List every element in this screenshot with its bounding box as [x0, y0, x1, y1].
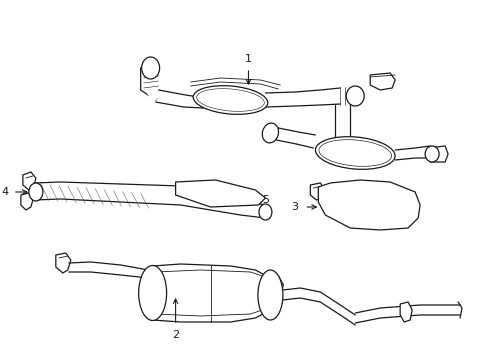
- Polygon shape: [56, 253, 71, 273]
- Ellipse shape: [259, 204, 271, 220]
- Polygon shape: [23, 172, 36, 190]
- Polygon shape: [318, 180, 419, 230]
- Polygon shape: [369, 73, 394, 90]
- Text: 4: 4: [2, 187, 9, 197]
- Ellipse shape: [142, 57, 159, 79]
- Polygon shape: [427, 146, 447, 162]
- Ellipse shape: [139, 266, 166, 320]
- Ellipse shape: [346, 86, 364, 106]
- Ellipse shape: [193, 86, 267, 114]
- Polygon shape: [265, 276, 283, 297]
- Ellipse shape: [315, 137, 394, 169]
- Polygon shape: [310, 183, 325, 200]
- Ellipse shape: [257, 270, 283, 320]
- Text: 3: 3: [291, 202, 298, 212]
- Polygon shape: [143, 67, 167, 102]
- Ellipse shape: [424, 146, 438, 162]
- Text: 5: 5: [262, 195, 269, 205]
- Polygon shape: [399, 302, 411, 322]
- Polygon shape: [175, 180, 265, 207]
- Polygon shape: [141, 65, 165, 100]
- Text: 1: 1: [244, 54, 251, 64]
- Polygon shape: [21, 193, 33, 210]
- Text: 2: 2: [172, 330, 179, 340]
- Ellipse shape: [29, 183, 43, 201]
- Ellipse shape: [262, 123, 278, 143]
